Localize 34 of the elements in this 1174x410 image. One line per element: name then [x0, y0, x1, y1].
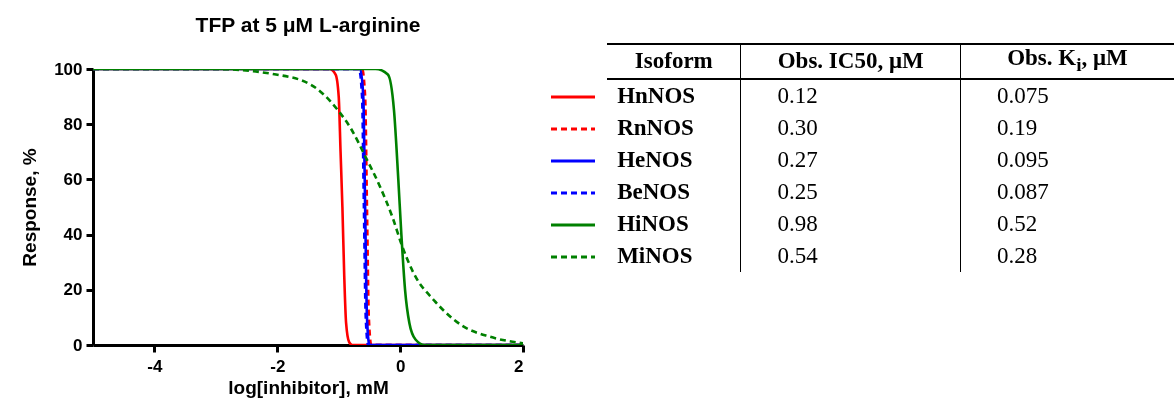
y-tick-label: 100 [54, 59, 83, 79]
text: Isoform [607, 44, 741, 79]
legend-label: HnNOS [616, 81, 697, 110]
text: 0.25 [740, 175, 961, 208]
x-axis-title: log[inhibitor], mM [228, 376, 389, 398]
text: 0.095 [960, 143, 1174, 176]
y-tick-label: 0 [73, 335, 83, 355]
y-tick-label: 60 [63, 169, 83, 189]
x-tick-label: 0 [395, 356, 406, 376]
text: 0.19 [960, 111, 1174, 144]
x-tick-label: 2 [514, 356, 524, 376]
x-tick-label: -2 [270, 356, 286, 376]
legend-label: BeNOS [616, 177, 691, 206]
legend-label: MiNOS [616, 241, 694, 270]
text: Obs. K$_{i}$, μM [960, 44, 1174, 79]
text: 0.52 [960, 207, 1174, 240]
y-tick-label: 80 [63, 114, 83, 134]
text: 0.98 [740, 207, 961, 240]
y-tick-label: 40 [63, 225, 83, 245]
text: 0.087 [960, 175, 1174, 208]
text: 0.075 [960, 78, 1174, 112]
x-tick-label: -4 [147, 356, 164, 376]
legend-label: RnNOS [616, 113, 695, 142]
y-tick-label: 20 [63, 280, 83, 300]
chart-title: TFP at 5 μM L-arginine [195, 13, 421, 36]
legend-label: HeNOS [616, 145, 694, 174]
text: Obs. IC50, μM [740, 44, 961, 79]
text: 0.12 [740, 78, 961, 112]
legend-label: HiNOS [616, 209, 690, 238]
y-axis-title: Response, % [19, 148, 41, 267]
text: 0.28 [960, 239, 1174, 272]
text: 0.27 [740, 143, 961, 176]
text: 0.30 [740, 111, 961, 144]
text: 0.54 [740, 239, 961, 272]
